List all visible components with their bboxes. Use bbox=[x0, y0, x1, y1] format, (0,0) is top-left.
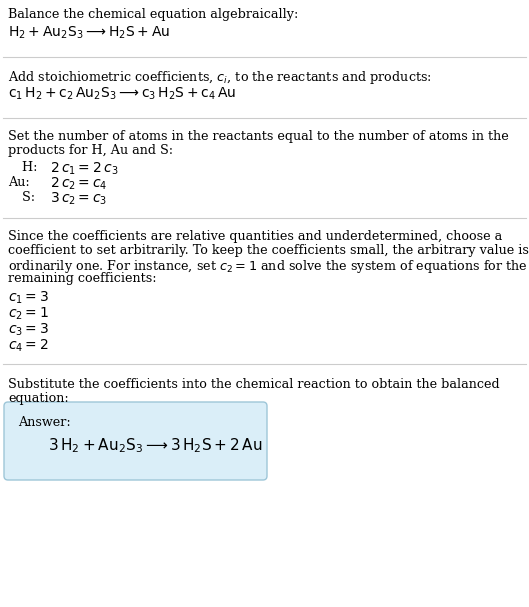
Text: Au:: Au: bbox=[8, 176, 38, 189]
Text: $3\,c_2 = c_3$: $3\,c_2 = c_3$ bbox=[50, 191, 107, 208]
Text: remaining coefficients:: remaining coefficients: bbox=[8, 272, 157, 285]
Text: equation:: equation: bbox=[8, 392, 69, 405]
Text: ordinarily one. For instance, set $c_2 = 1$ and solve the system of equations fo: ordinarily one. For instance, set $c_2 =… bbox=[8, 258, 528, 275]
Text: $\mathrm{H_2 + Au_2S_3 \longrightarrow H_2S + Au}$: $\mathrm{H_2 + Au_2S_3 \longrightarrow H… bbox=[8, 25, 170, 41]
Text: $c_2 = 1$: $c_2 = 1$ bbox=[8, 306, 49, 322]
Text: $c_3 = 3$: $c_3 = 3$ bbox=[8, 322, 49, 338]
Text: products for H, Au and S:: products for H, Au and S: bbox=[8, 144, 173, 157]
Text: Since the coefficients are relative quantities and underdetermined, choose a: Since the coefficients are relative quan… bbox=[8, 230, 502, 243]
Text: $c_1 = 3$: $c_1 = 3$ bbox=[8, 290, 49, 307]
Text: $2\,c_2 = c_4$: $2\,c_2 = c_4$ bbox=[50, 176, 107, 192]
Text: H:: H: bbox=[22, 161, 45, 174]
Text: $2\,c_1 = 2\,c_3$: $2\,c_1 = 2\,c_3$ bbox=[50, 161, 118, 177]
Text: Set the number of atoms in the reactants equal to the number of atoms in the: Set the number of atoms in the reactants… bbox=[8, 130, 509, 143]
Text: $3\,\mathrm{H_2 + Au_2S_3 \longrightarrow 3\,H_2S + 2\,Au}$: $3\,\mathrm{H_2 + Au_2S_3 \longrightarro… bbox=[48, 436, 262, 455]
Text: Add stoichiometric coefficients, $c_i$, to the reactants and products:: Add stoichiometric coefficients, $c_i$, … bbox=[8, 69, 432, 86]
Text: Substitute the coefficients into the chemical reaction to obtain the balanced: Substitute the coefficients into the che… bbox=[8, 378, 499, 391]
Text: $\mathrm{c_1\,H_2 + c_2\,Au_2S_3 \longrightarrow c_3\,H_2S + c_4\,Au}$: $\mathrm{c_1\,H_2 + c_2\,Au_2S_3 \longri… bbox=[8, 86, 236, 103]
Text: Answer:: Answer: bbox=[18, 416, 71, 429]
FancyBboxPatch shape bbox=[4, 402, 267, 480]
Text: coefficient to set arbitrarily. To keep the coefficients small, the arbitrary va: coefficient to set arbitrarily. To keep … bbox=[8, 244, 529, 257]
Text: Balance the chemical equation algebraically:: Balance the chemical equation algebraica… bbox=[8, 8, 298, 21]
Text: $c_4 = 2$: $c_4 = 2$ bbox=[8, 338, 49, 354]
Text: S:: S: bbox=[22, 191, 43, 204]
